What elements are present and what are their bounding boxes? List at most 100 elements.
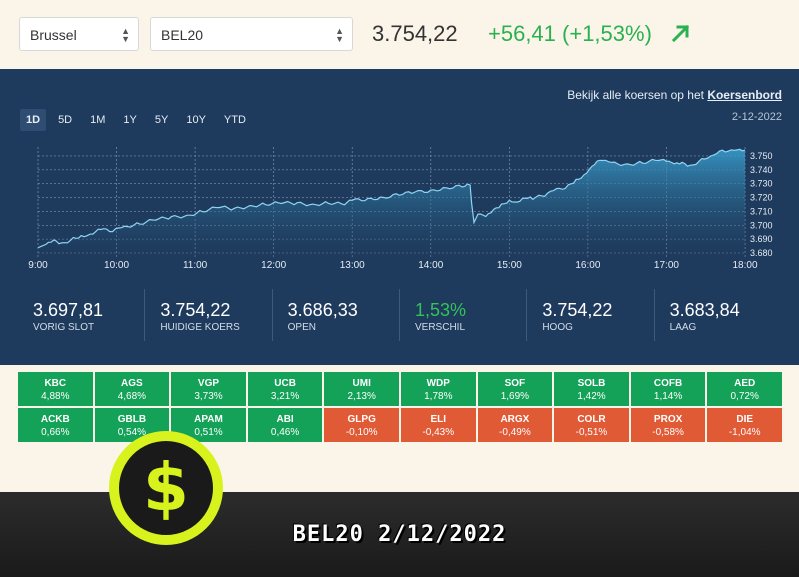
ticker-change: 0,72% (730, 391, 759, 402)
x-tick-label: 11:00 (183, 260, 208, 271)
ticker-change: 3,73% (194, 391, 223, 402)
tab-5y[interactable]: 5Y (154, 114, 169, 126)
ticker-symbol: GLPG (347, 414, 376, 425)
y-tick-label: 3.680 (750, 248, 773, 258)
ticker-change: -0,43% (422, 427, 455, 438)
ticker-symbol: ARGX (500, 414, 530, 425)
ticker-symbol: ELI (430, 414, 447, 425)
chart-panel: 9:00 10:00 11:00 12:00 13:00 14:00 15:00 16:00 1… (0, 69, 799, 365)
stat-label: HOOG (542, 322, 573, 333)
tab-5d[interactable]: 5D (58, 114, 73, 126)
current-price: 3.754,22 (372, 21, 458, 46)
ticker-change: -1,04% (728, 427, 761, 438)
heatmap-cell-cofb[interactable]: COFB 1,14% (630, 372, 706, 406)
ticker-change: -0,49% (499, 427, 531, 438)
x-tick-label: 17:00 (654, 260, 679, 271)
ticker-change: -0,10% (345, 427, 378, 438)
heatmap-cell-sof[interactable]: SOF 1,69% (477, 372, 553, 406)
stat-verschil: 1,53% VERSCHIL (400, 289, 528, 341)
ticker-symbol: PROX (653, 414, 683, 425)
koersenbord-link[interactable]: Bekijk alle koersen op het Koersenbord (567, 88, 782, 102)
dollar-logo-icon: $ (109, 431, 223, 545)
ticker-change: 1,69% (500, 391, 530, 402)
x-tick-label: 18:00 (732, 260, 757, 271)
chart-line (37, 148, 746, 249)
heatmap-cell-ackb[interactable]: ACKB 0,66% (18, 408, 93, 442)
y-tick-label: 3.740 (750, 165, 773, 175)
tab-10y[interactable]: 10Y (186, 114, 206, 126)
ticker-change: 1,78% (424, 391, 453, 402)
ticker-change: 0,66% (41, 427, 70, 438)
y-tick-label: 3.730 (750, 179, 773, 189)
heatmap-cell-aed[interactable]: AED 0,72% (707, 372, 782, 406)
y-tick-label: 3.690 (750, 234, 773, 244)
x-tick-label: 15:00 (497, 260, 522, 271)
ticker-change: 0,46% (270, 427, 300, 438)
ticker-change: 1,14% (653, 391, 683, 402)
ticker-symbol: UMI (352, 378, 371, 389)
stat-label: LAAG (669, 322, 697, 333)
x-tick-label: 16:00 (575, 260, 600, 271)
stat-value: 3.683,84 (669, 300, 740, 320)
ticker-symbol: DIE (736, 414, 754, 425)
chart-date: 2-12-2022 (731, 111, 782, 123)
heatmap-cell-glpg[interactable]: GLPG -0,10% (324, 408, 399, 442)
heatmap-cell-colr[interactable]: COLR -0,51% (554, 408, 629, 442)
tab-1d[interactable]: 1D (20, 109, 47, 131)
select-arrows-icon: ▲ ▼ (121, 26, 130, 44)
ticker-change: -0,58% (652, 427, 684, 438)
index-select[interactable]: BEL20 ▲ ▼ (150, 17, 353, 51)
ticker-change: 0,54% (117, 427, 147, 438)
ticker-change: 2,13% (347, 391, 376, 402)
heatmap-cell-die[interactable]: DIE -1,04% (707, 408, 782, 442)
koersenbord-link-text[interactable]: Koersenbord (707, 88, 782, 102)
stat-open: 3.686,33 OPEN (273, 289, 400, 341)
heatmap-cell-vgp[interactable]: VGP 3,73% (171, 372, 246, 406)
ticker-symbol: WDP (426, 378, 450, 389)
x-tick-label: 12:00 (261, 260, 286, 271)
exchange-select[interactable]: Brussel ▲ ▼ (19, 17, 139, 51)
ticker-change: 3,21% (270, 391, 300, 402)
heatmap-cell-wdp[interactable]: WDP 1,78% (400, 372, 476, 406)
heatmap-cell-kbc[interactable]: KBC 4,88% (18, 372, 93, 406)
ticker-symbol: AED (734, 378, 756, 389)
ticker-symbol: SOF (504, 378, 526, 389)
price-change: +56,41 (+1,53%) (488, 21, 652, 46)
heatmap-cell-ucb[interactable]: UCB 3,21% (247, 372, 323, 406)
stat-value: 3.686,33 (287, 300, 358, 320)
constituents-heatmap: KBC 4,88% AGS 4,68% VGP 3,73% UCB 3,21% UMI 2,13%… (18, 372, 782, 442)
banner-title: BEL20 2/12/2022 (292, 522, 507, 547)
ticker-change: 1,42% (577, 391, 606, 402)
tab-1m[interactable]: 1M (90, 114, 106, 126)
tab-1y[interactable]: 1Y (123, 114, 137, 126)
heatmap-cell-solb[interactable]: SOLB 1,42% (554, 372, 629, 406)
heatmap-cell-umi[interactable]: UMI 2,13% (324, 372, 399, 406)
stat-label: VERSCHIL (414, 322, 465, 333)
tab-ytd[interactable]: YTD (223, 114, 246, 126)
stat-value: 1,53% (414, 300, 467, 320)
x-tick-label: 13:00 (340, 260, 365, 271)
chart-area (38, 149, 745, 257)
stat-label: HUIDIGE KOERS (160, 322, 240, 333)
ticker-symbol: GBLB (117, 414, 147, 425)
stats-row: 3.697,81 VORIG SLOT 3.754,22 HUIDIGE KOERS 3… (18, 289, 781, 341)
heatmap-cell-abi[interactable]: ABI 0,46% (247, 408, 323, 442)
ticker-change: -0,51% (575, 427, 608, 438)
heatmap-cell-eli[interactable]: ELI -0,43% (400, 408, 476, 442)
heatmap-cell-argx[interactable]: ARGX -0,49% (477, 408, 553, 442)
exchange-select-value: Brussel (30, 27, 77, 43)
stat-hoog: 3.754,22 HOOG (527, 289, 655, 341)
ticker-symbol: COLR (577, 414, 606, 425)
y-tick-label: 3.720 (750, 193, 773, 203)
heatmap-cell-ags[interactable]: AGS 4,68% (94, 372, 170, 406)
range-tabs: 1D 5D 1M 1Y 5Y 10Y YTD (20, 109, 252, 131)
trend-up-icon (671, 24, 690, 43)
ticker-symbol: AGS (121, 378, 143, 389)
x-tick-label: 10:00 (104, 260, 129, 271)
stat-laag: 3.683,84 LAAG (655, 289, 781, 341)
stat-value: 3.697,81 (33, 300, 104, 320)
stat-vorig-slot: 3.697,81 VORIG SLOT (18, 289, 146, 341)
heatmap-cell-prox[interactable]: PROX -0,58% (630, 408, 706, 442)
ticker-symbol: ABI (276, 414, 294, 425)
stat-label: OPEN (287, 322, 316, 333)
